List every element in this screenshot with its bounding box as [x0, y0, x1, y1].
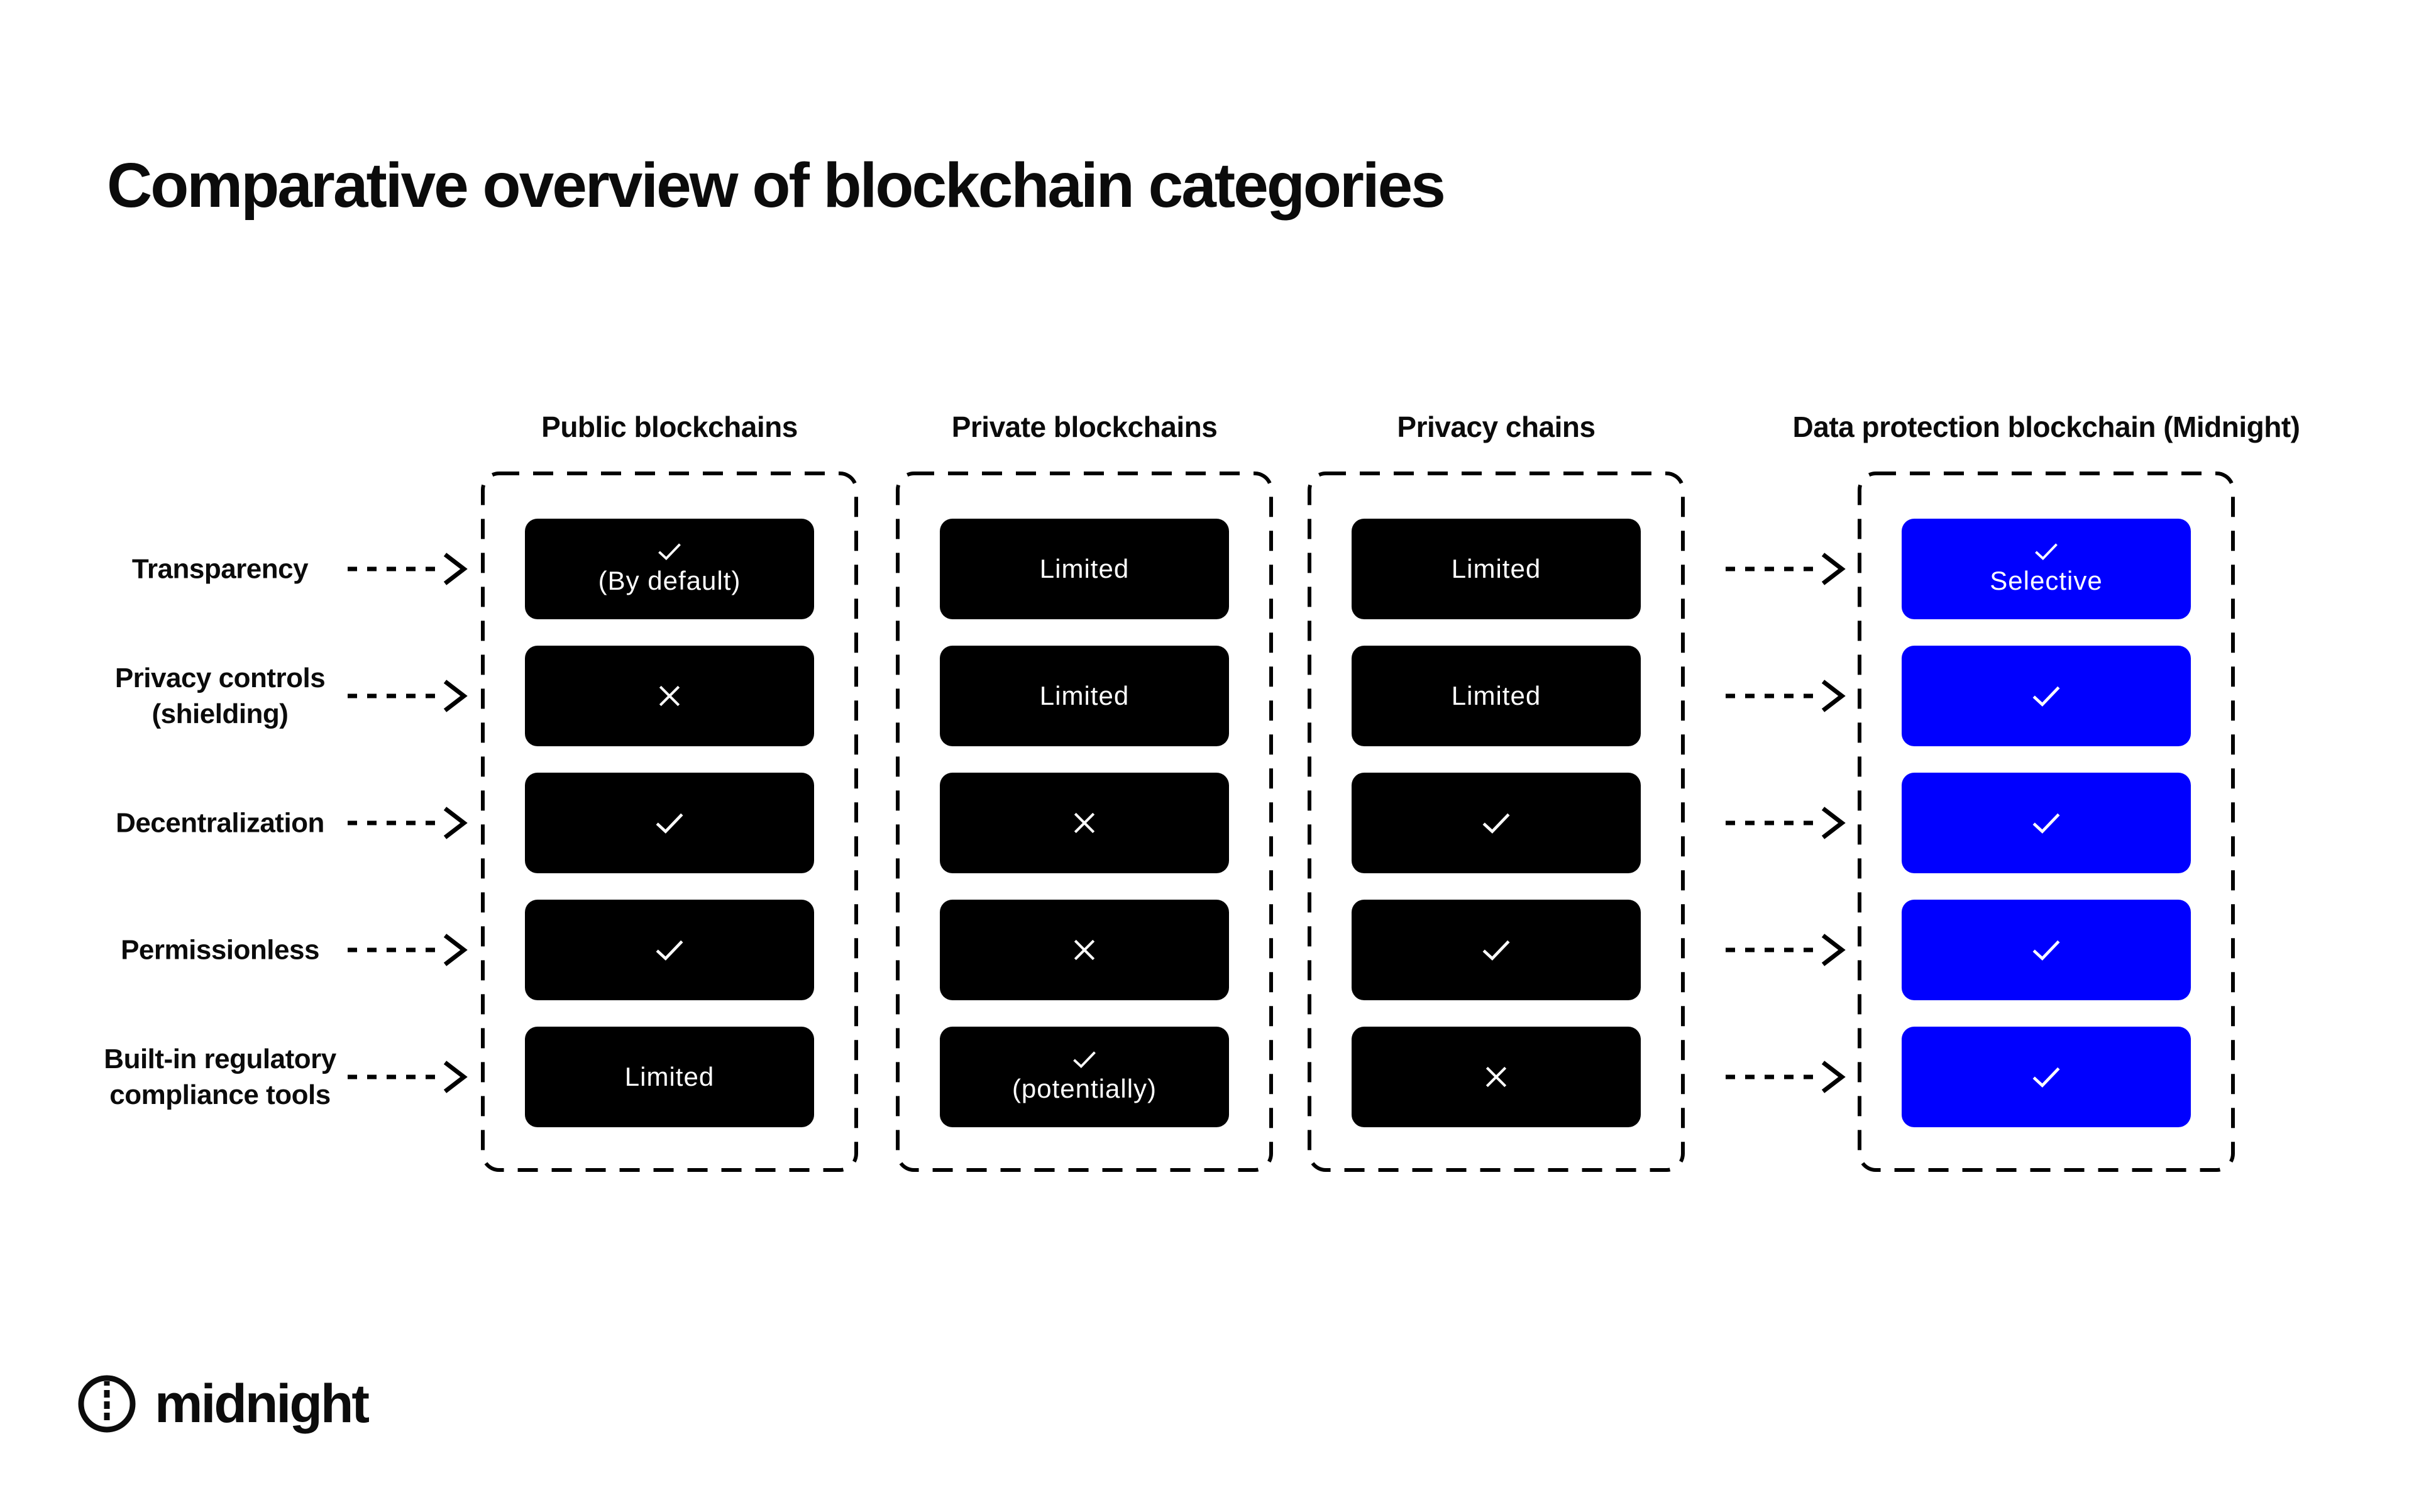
- check-icon: [2035, 543, 2058, 560]
- matrix-cell: [1352, 773, 1641, 873]
- page-title: Comparative overview of blockchain categ…: [107, 150, 1446, 221]
- dashed-border: [481, 472, 858, 1172]
- matrix-cell: [1352, 900, 1641, 1000]
- matrix-cell: (By default): [525, 519, 814, 619]
- row-arrow-icon: [348, 680, 468, 712]
- check-icon: [1482, 940, 1510, 961]
- matrix-cell: Selective: [1902, 519, 2191, 619]
- check-icon: [658, 543, 681, 560]
- column-header-privacy: Privacy chains: [1397, 411, 1596, 443]
- check-icon: [2032, 686, 2060, 707]
- cell-label: Limited: [624, 1061, 715, 1091]
- cell-label: Limited: [1039, 680, 1130, 710]
- check-icon: [2032, 813, 2060, 834]
- column-header-public: Public blockchains: [541, 411, 798, 443]
- cell-label: Limited: [1451, 553, 1541, 583]
- matrix-cell: [1902, 646, 2191, 746]
- matrix-cell: Limited: [1352, 519, 1641, 619]
- matrix-cell: [1902, 773, 2191, 873]
- matrix-cell: [1902, 1027, 2191, 1127]
- midnight-arrow-icon: [1726, 680, 1846, 712]
- cell-label: (By default): [598, 565, 741, 595]
- matrix-cell: [525, 646, 814, 746]
- row-arrow-icon: [348, 553, 468, 585]
- row-arrow-icon: [348, 1061, 468, 1093]
- matrix-cell: [940, 900, 1229, 1000]
- column-box-privacy: Limited Limited: [1308, 472, 1685, 1172]
- column-box-public: (By default) Limited: [481, 472, 858, 1172]
- cell-label: Selective: [1990, 565, 2103, 595]
- matrix-cell: (potentially): [940, 1027, 1229, 1127]
- midnight-arrow-icon: [1726, 1061, 1846, 1093]
- cell-label: Limited: [1039, 553, 1130, 583]
- cell-label: Limited: [1451, 680, 1541, 710]
- matrix-cell: Limited: [940, 519, 1229, 619]
- row-arrow-icon: [348, 934, 468, 966]
- check-icon: [2032, 940, 2060, 961]
- cross-icon: [659, 685, 680, 707]
- check-icon: [656, 940, 683, 961]
- matrix-cell: Limited: [525, 1027, 814, 1127]
- check-icon: [1073, 1051, 1096, 1068]
- dashed-border: [896, 472, 1273, 1172]
- dashed-border: [1858, 472, 2235, 1172]
- row-label-decentralization: Decentralization: [116, 807, 324, 839]
- matrix-cell: [525, 900, 814, 1000]
- check-icon: [1482, 813, 1510, 834]
- column-box-midnight: Selective: [1858, 472, 2235, 1172]
- cross-icon: [1074, 812, 1095, 834]
- row-label-permissionless: Permissionless: [121, 934, 319, 966]
- row-label-privacy-controls: Privacy controls (shielding): [114, 662, 326, 729]
- row-label-transparency: Transparency: [131, 553, 309, 585]
- matrix-cell: Limited: [1352, 646, 1641, 746]
- check-icon: [656, 813, 683, 834]
- cross-icon: [1074, 939, 1095, 961]
- midnight-logo: midnight: [75, 1372, 370, 1436]
- midnight-arrow-icon: [1726, 553, 1846, 585]
- dashed-border: [1308, 472, 1685, 1172]
- cross-icon: [1485, 1066, 1507, 1088]
- matrix-cell: [1352, 1027, 1641, 1127]
- cell-label: (potentially): [1011, 1073, 1157, 1103]
- matrix-cell: [525, 773, 814, 873]
- column-header-midnight: Data protection blockchain (Midnight): [1792, 411, 2300, 443]
- matrix-cell: Limited: [940, 646, 1229, 746]
- midnight-arrow-icon: [1726, 934, 1846, 966]
- column-box-private: Limited Limited (potentially): [896, 472, 1273, 1172]
- row-label-compliance-tools: Built-in regulatory compliance tools: [104, 1043, 336, 1110]
- midnight-arrow-icon: [1726, 807, 1846, 839]
- check-icon: [2032, 1067, 2060, 1088]
- row-arrow-icon: [348, 807, 468, 839]
- column-header-private: Private blockchains: [951, 411, 1218, 443]
- midnight-wordmark: midnight: [155, 1374, 370, 1434]
- midnight-logo-icon: [78, 1375, 136, 1433]
- matrix-cell: [940, 773, 1229, 873]
- matrix-cell: [1902, 900, 2191, 1000]
